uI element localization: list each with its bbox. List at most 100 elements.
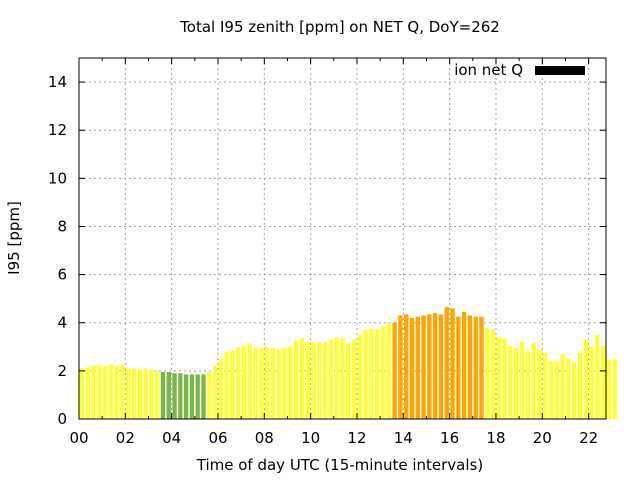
bar-normal <box>247 344 253 419</box>
bar-normal <box>311 341 316 419</box>
bar-elevated <box>438 314 444 419</box>
bar-low <box>195 374 200 419</box>
x-tick-label: 02 <box>116 429 135 447</box>
bar-normal <box>114 366 119 419</box>
y-tick-label: 6 <box>57 266 67 284</box>
bar-normal <box>346 343 351 419</box>
bar-normal <box>155 370 160 419</box>
bar-normal <box>259 348 264 419</box>
x-tick-label: 20 <box>533 429 552 447</box>
bar-normal <box>334 337 339 419</box>
bar-normal <box>566 358 571 419</box>
x-tick-label: 18 <box>486 429 505 447</box>
bar-series <box>79 307 617 419</box>
x-axis-label: Time of day UTC (15-minute intervals) <box>196 456 483 474</box>
plot-frame <box>78 57 607 420</box>
bar-normal <box>230 350 235 419</box>
y-tick-label: 14 <box>48 73 67 91</box>
x-tick-label: 06 <box>208 429 227 447</box>
bar-normal <box>137 369 142 419</box>
bar-normal <box>241 345 247 419</box>
bar-normal <box>288 346 293 419</box>
bar-low <box>183 374 189 419</box>
bar-normal <box>485 327 490 419</box>
bar-normal <box>502 338 507 419</box>
bar-normal <box>317 341 322 419</box>
bar-normal <box>276 349 281 419</box>
bar-normal <box>577 352 583 419</box>
bar-normal <box>537 349 542 419</box>
bar-normal <box>265 346 270 419</box>
bar-low <box>178 373 183 419</box>
bar-normal <box>525 351 530 419</box>
bar-elevated <box>398 315 403 419</box>
y-tick-label: 10 <box>48 169 67 187</box>
bar-normal <box>120 364 125 419</box>
bar-normal <box>236 346 241 419</box>
bar-normal <box>149 369 154 419</box>
x-tick-label: 04 <box>162 429 181 447</box>
bar-normal <box>293 340 299 419</box>
bar-normal <box>282 348 287 419</box>
bar-normal <box>357 334 363 419</box>
bar-normal <box>560 354 565 419</box>
y-axis-label: I95 [ppm] <box>5 201 23 275</box>
bar-elevated <box>461 311 467 419</box>
bar-elevated <box>404 314 409 419</box>
bar-elevated <box>415 316 420 419</box>
x-tick-label: 10 <box>301 429 320 447</box>
bar-normal <box>207 372 212 419</box>
bar-normal <box>328 339 334 419</box>
bar-normal <box>571 362 577 419</box>
bar-low <box>189 374 195 419</box>
bar-low <box>201 374 206 419</box>
bar-normal <box>589 346 594 419</box>
bar-normal <box>375 328 380 419</box>
bar-normal <box>131 368 137 419</box>
y-tick-label: 2 <box>57 362 67 380</box>
y-tick-label: 4 <box>57 314 67 332</box>
bar-normal <box>97 364 102 419</box>
bar-normal <box>126 368 131 419</box>
bar-normal <box>595 334 600 419</box>
bar-normal <box>299 338 305 419</box>
bar-elevated <box>409 317 415 419</box>
bar-elevated <box>473 316 478 419</box>
bar-elevated <box>467 315 473 419</box>
x-tick-label: 08 <box>255 429 274 447</box>
bar-elevated <box>392 322 397 419</box>
bar-elevated <box>456 316 461 419</box>
bar-normal <box>212 366 218 419</box>
bar-normal <box>519 341 525 419</box>
bar-low <box>160 372 166 419</box>
bar-normal <box>496 337 502 419</box>
x-tick-label: 00 <box>69 429 88 447</box>
bar-elevated <box>444 307 449 419</box>
x-tick-label: 14 <box>394 429 413 447</box>
bar-normal <box>218 358 224 419</box>
bar-low <box>166 372 171 419</box>
x-tick-label: 22 <box>579 429 598 447</box>
bar-normal <box>108 364 114 419</box>
bar-low <box>172 373 177 419</box>
bar-normal <box>91 366 96 419</box>
legend-swatch <box>535 66 585 75</box>
grid-lines <box>79 58 606 419</box>
bar-normal <box>143 368 148 419</box>
bar-normal <box>305 341 310 419</box>
bar-normal <box>531 343 536 419</box>
bar-elevated <box>450 308 455 419</box>
x-tick-label: 16 <box>440 429 459 447</box>
legend: ion net Q <box>454 61 585 79</box>
bar-normal <box>224 351 229 419</box>
bar-normal <box>85 367 90 419</box>
bar-elevated <box>421 315 426 419</box>
bar-normal <box>548 361 554 419</box>
bar-normal <box>490 329 496 419</box>
bar-normal <box>340 338 345 419</box>
bar-normal <box>363 329 368 419</box>
bar-normal <box>508 345 513 419</box>
bar-normal <box>322 341 328 419</box>
